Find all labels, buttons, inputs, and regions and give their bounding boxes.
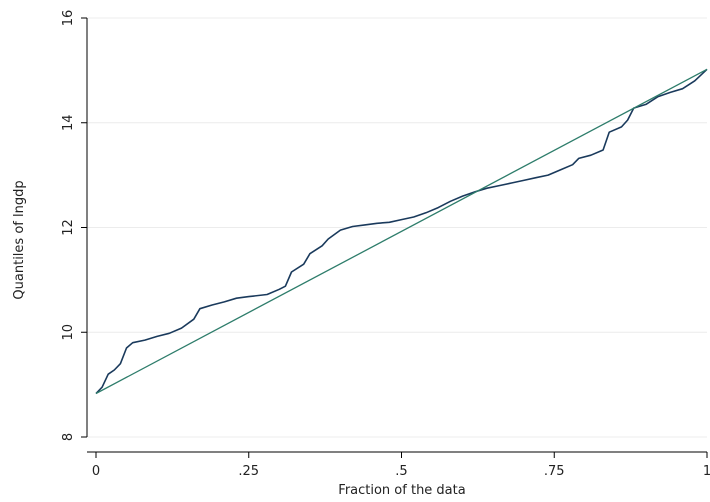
y-tick-label: 12	[61, 219, 76, 236]
y-ticks: 8 10 12 14 16	[61, 10, 87, 441]
x-tick-label: 0	[92, 464, 100, 479]
y-tick-label: 14	[61, 114, 76, 131]
y-tick-label: 10	[61, 324, 76, 341]
y-axis-title: Quantiles of lngdp	[12, 180, 27, 299]
reference-diagonal-line	[95, 68, 708, 395]
grid-lines	[87, 17, 707, 438]
axes	[86, 18, 707, 453]
x-axis-title: Fraction of the data	[338, 483, 465, 498]
x-tick-label: .75	[544, 464, 565, 479]
x-tick-label: .25	[238, 464, 259, 479]
quantile-series-line	[95, 68, 708, 395]
y-tick-label: 16	[61, 10, 76, 27]
x-tick-label: 1	[703, 464, 710, 479]
x-tick-label: .5	[395, 464, 407, 479]
y-tick-label: 8	[61, 433, 76, 441]
series-group	[95, 68, 708, 395]
x-ticks: 0 .25 .5 .75 1	[92, 452, 710, 479]
